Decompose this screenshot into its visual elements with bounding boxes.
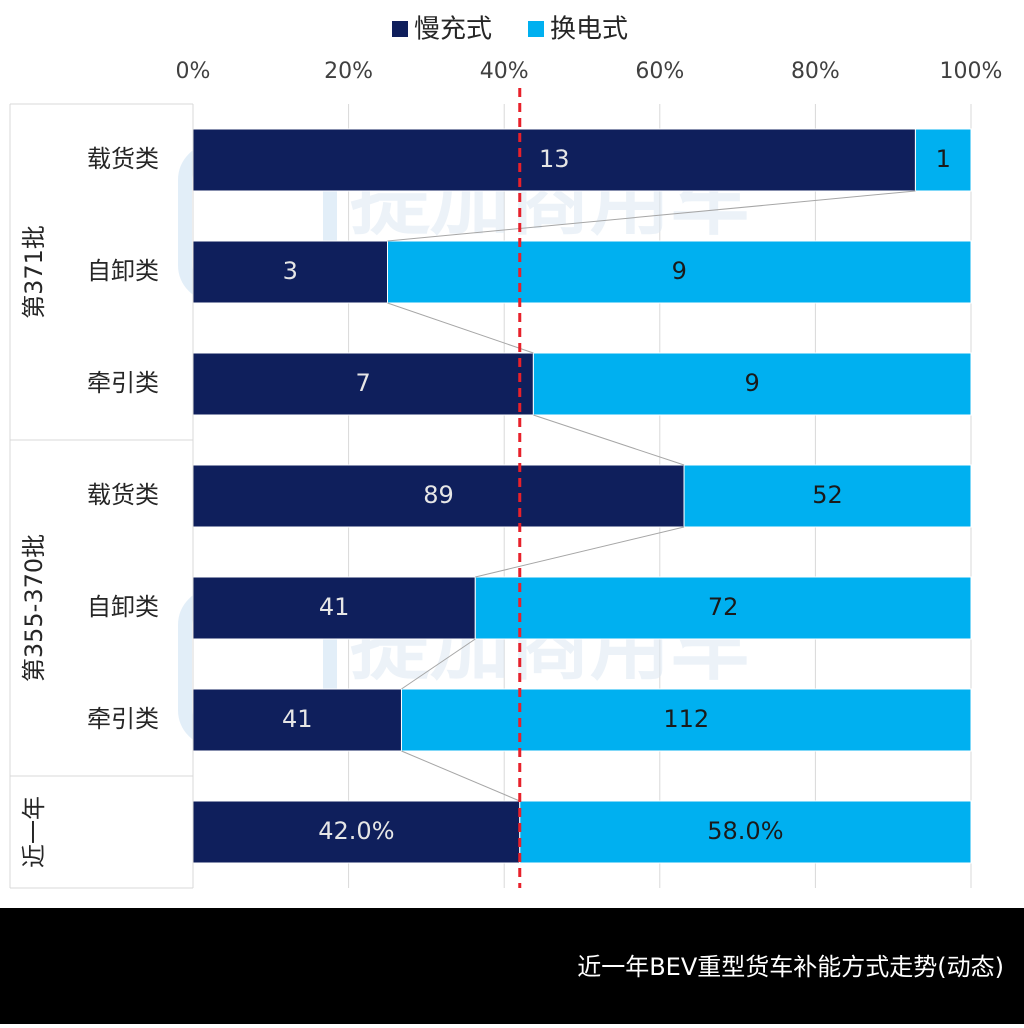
bar-segment — [474, 576, 972, 640]
group-label: 近一年 — [20, 796, 48, 868]
data-label: 3 — [283, 257, 298, 285]
data-label: 41 — [319, 593, 350, 621]
bar-segment — [387, 240, 972, 304]
data-label: 89 — [423, 481, 454, 509]
x-tick-label: 20% — [324, 59, 373, 84]
x-tick-label: 60% — [635, 59, 684, 84]
category-label: 载货类 — [87, 481, 159, 509]
category-label: 载货类 — [87, 145, 159, 173]
legend-swatch — [528, 21, 544, 37]
bar-segment — [519, 800, 972, 864]
x-tick-label: 0% — [176, 59, 211, 84]
data-label: 58.0% — [707, 817, 783, 845]
connector-line — [387, 190, 916, 242]
connector-line — [533, 414, 685, 466]
data-label: 112 — [663, 705, 709, 733]
bar-segment — [192, 352, 534, 416]
bar-segment — [400, 688, 972, 752]
category-label: 牵引类 — [87, 705, 159, 733]
bar-segment — [192, 576, 476, 640]
data-label: 1 — [936, 145, 951, 173]
bar-segment — [192, 128, 916, 192]
connector-line — [401, 638, 476, 690]
data-label: 7 — [356, 369, 371, 397]
data-label: 9 — [672, 257, 687, 285]
data-label: 9 — [745, 369, 760, 397]
data-label: 41 — [282, 705, 313, 733]
bar-segment — [683, 464, 972, 528]
x-tick-label: 100% — [940, 59, 1003, 84]
bar-segment — [914, 128, 972, 192]
connector-line — [475, 526, 685, 578]
category-label: 自卸类 — [87, 593, 159, 621]
bar-segment — [192, 800, 521, 864]
legend-label: 换电式 — [550, 15, 628, 45]
category-label: 自卸类 — [87, 257, 159, 285]
bar-segment — [532, 352, 972, 416]
connector-line — [401, 750, 520, 802]
caption: 近一年BEV重型货车补能方式走势(动态) — [577, 953, 1004, 981]
data-label: 13 — [539, 145, 570, 173]
data-label: 52 — [812, 481, 843, 509]
category-label: 牵引类 — [87, 369, 159, 397]
data-label: 42.0% — [318, 817, 394, 845]
data-label: 72 — [708, 593, 739, 621]
legend-swatch — [392, 21, 408, 37]
bar-segment — [192, 464, 685, 528]
x-tick-label: 40% — [480, 59, 529, 84]
group-label: 第355-370批 — [20, 534, 48, 682]
bar-segment — [192, 240, 388, 304]
legend-label: 慢充式 — [414, 15, 492, 45]
connector-line — [387, 302, 534, 354]
caption-band — [0, 908, 1024, 1024]
x-tick-label: 80% — [791, 59, 840, 84]
group-label: 第371批 — [20, 225, 48, 319]
